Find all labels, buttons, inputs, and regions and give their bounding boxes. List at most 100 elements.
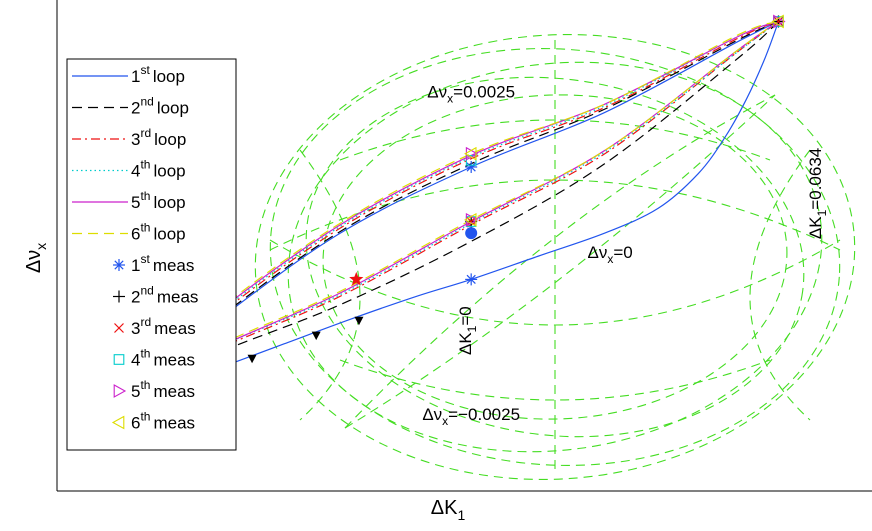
legend-entry-5th-loop-label: 5th loop [131,189,186,212]
legend-entry-5th-loop-label-sup: th [140,189,150,203]
legend-entry-3rd-meas-label-sup: rd [140,315,151,329]
contour-ellipse-2 [269,48,841,466]
path-triangle-6 [354,316,364,326]
contour-label-sub: x [447,92,453,106]
legend-entry-6th-loop-label-word: loop [153,225,185,244]
legend-entry-1st-meas-sample-stroke [114,260,124,270]
iso-contour-grid [254,34,856,480]
legend-entry-4th-loop-label-base: 4 [131,162,140,181]
legend-entry-2nd-loop-label-sup: nd [140,95,153,109]
legend-entry-3rd-meas-sample-stroke [114,323,124,333]
legend-entry-1st-loop: 1st loop [72,63,185,86]
legend-entry-1st-loop-label-word: loop [153,67,185,86]
legend-entry-4th-loop-label-sup: th [140,158,150,172]
legend-entry-3rd-loop-label-base: 3 [131,130,140,149]
legend-entry-4th-meas-label-base: 4 [131,351,140,370]
contour-curve-8 [299,149,361,421]
legend-entry-4th-loop-label: 4th loop [131,158,186,181]
legend-entry-1st-loop-label: 1st loop [131,63,185,86]
legend-entry-2nd-meas-label: 2nd meas [131,284,198,307]
contour-label-tail: =0 [456,306,475,325]
legend-entry-1st-loop-label-base: 1 [131,67,140,86]
legend-entry-6th-loop-label-sup: th [140,221,150,235]
contour-label-tail: =0.0634 [806,148,825,210]
marker-1st-meas-4 [465,160,478,173]
series-6th-loop [94,21,779,416]
legend-entry-4th-meas-label-sup: th [140,347,150,361]
legend-entry-2nd-meas: 2nd meas [113,284,198,307]
contour-curve-2 [344,94,776,429]
legend-entry-5th-loop-label-base: 5 [131,193,140,212]
path-dot-1 [465,227,478,240]
contour-curve-9 [749,149,811,421]
series-3rd-loop [94,21,779,416]
legend-entry-2nd-meas-label-sup: nd [140,284,153,298]
marker-5th-meas-4 [465,146,479,161]
x-axis-label: ΔK1 [431,497,466,523]
legend-entry-3rd-loop-label: 3rd loop [131,126,186,149]
legend-entry-1st-meas-label-base: 1 [131,256,140,275]
legend-entry-3rd-meas-label-base: 3 [131,319,140,338]
contour-ellipse-3 [287,61,823,453]
legend-entry-4th-meas-sample [113,354,125,365]
y-axis-label: Δνx [23,243,49,273]
legend-entry-4th-meas-label: 4th meas [131,347,195,370]
marker-6th-meas-4 [464,146,477,161]
legend-entry-1st-meas-label-word: meas [153,256,195,275]
contour-label-3: Δνx=−0.0025 [422,405,520,428]
series-2nd-loop [94,21,779,416]
legend-entry-2nd-loop: 2nd loop [72,95,189,118]
legend-entry-4th-loop: 4th loop [72,158,186,181]
contour-label-sub: x [607,252,613,266]
legend-entry-6th-meas: 6th meas [111,410,195,433]
contour-ellipse-5 [322,94,788,420]
contour-label-6: ΔK1=0 [456,306,479,355]
axes: ΔK1 Δνx [23,0,872,523]
legend-entry-6th-loop: 6th loop [72,221,186,244]
legend-entry-1st-meas: 1st meas [113,252,194,275]
contour-label-base: Δν [422,405,442,424]
legend-entry-3rd-meas-label: 3rd meas [131,315,196,338]
legend-entry-5th-meas-sample [113,384,127,398]
legend-entry-1st-meas-label-sup: st [140,252,150,266]
contour-label-sub: 1 [465,325,479,332]
marker-6th-meas-3 [771,14,784,29]
legend-entry-6th-loop-label-base: 6 [131,225,140,244]
legend-entry-5th-meas-label: 5th meas [131,378,195,401]
path-star-1 [349,271,364,286]
legend-entry-2nd-loop-label: 2nd loop [131,95,189,118]
contour-label-base: ΔK [456,332,475,355]
legend-entry-5th-meas-label-word: meas [153,382,195,401]
legend-entry-5th-loop-label-word: loop [153,193,185,212]
marker-1st-meas-2-stroke [466,274,476,285]
legend-entry-4th-meas-label-word: meas [153,351,195,370]
contour-label-tail: =−0.0025 [448,405,520,424]
contour-curve-6 [339,119,771,161]
legend-entry-6th-meas-label-word: meas [153,414,195,433]
contour-ellipse-4 [305,76,805,438]
marker-1st-meas-2 [465,273,478,286]
marker-6th-meas-2 [464,212,477,227]
contour-label-base: ΔK [806,216,825,239]
legend-entry-5th-loop: 5th loop [72,189,186,212]
legend-entry-1st-meas-sample [113,259,125,271]
contour-ellipse-1 [254,34,856,480]
path-triangle-4 [247,354,257,364]
contour-label-1: Δνx=0.0025 [427,83,515,106]
contour-curve-5 [339,359,771,401]
marker-5th-meas-2 [465,212,479,227]
legend-entry-2nd-meas-label-base: 2 [131,288,140,307]
legend-entry-2nd-loop-label-word: loop [157,99,189,118]
path-triangle-5 [311,331,321,341]
legend-entry-4th-meas: 4th meas [113,347,195,370]
legend-entry-3rd-loop: 3rd loop [72,126,186,149]
legend-entry-6th-loop-label: 6th loop [131,221,186,244]
legend-entry-2nd-meas-sample [113,290,125,303]
legend-entry-6th-meas-label: 6th meas [131,410,195,433]
legend-entry-4th-loop-label-word: loop [153,162,185,181]
legend-entry-2nd-meas-label-word: meas [157,288,199,307]
contour-label-tail: =0 [613,243,632,262]
contour-label-base: Δν [588,243,608,262]
